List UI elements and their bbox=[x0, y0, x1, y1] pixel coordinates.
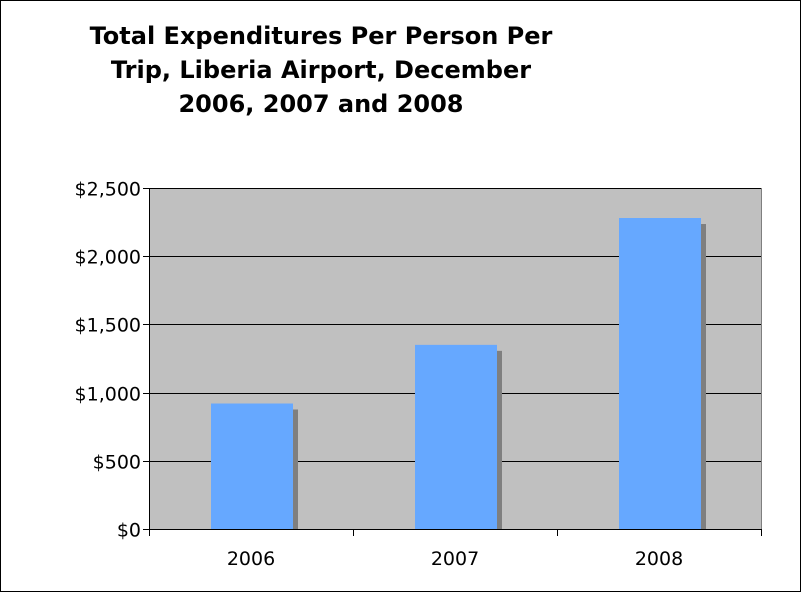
y-tick-label: $2,000 bbox=[75, 247, 141, 269]
bar bbox=[415, 344, 497, 529]
y-tick-label: $1,500 bbox=[75, 315, 141, 337]
y-tick-label: $2,500 bbox=[75, 179, 141, 201]
bars bbox=[211, 218, 706, 529]
x-tick-label: 2008 bbox=[635, 548, 683, 570]
axes bbox=[143, 188, 762, 536]
y-tick-label: $0 bbox=[117, 520, 141, 542]
bar bbox=[619, 218, 701, 529]
bar bbox=[211, 403, 293, 529]
x-tick-label: 2006 bbox=[227, 548, 275, 570]
y-tick-label: $1,000 bbox=[75, 384, 141, 406]
x-tick-label: 2007 bbox=[431, 548, 479, 570]
chart-title: Total Expenditures Per Person Per Trip, … bbox=[89, 22, 553, 118]
tick-labels: $0 $500 $1,000 $1,500 $2,000 $2,500 2006 2007 20… bbox=[75, 179, 684, 571]
y-tick-label: $500 bbox=[93, 452, 141, 474]
